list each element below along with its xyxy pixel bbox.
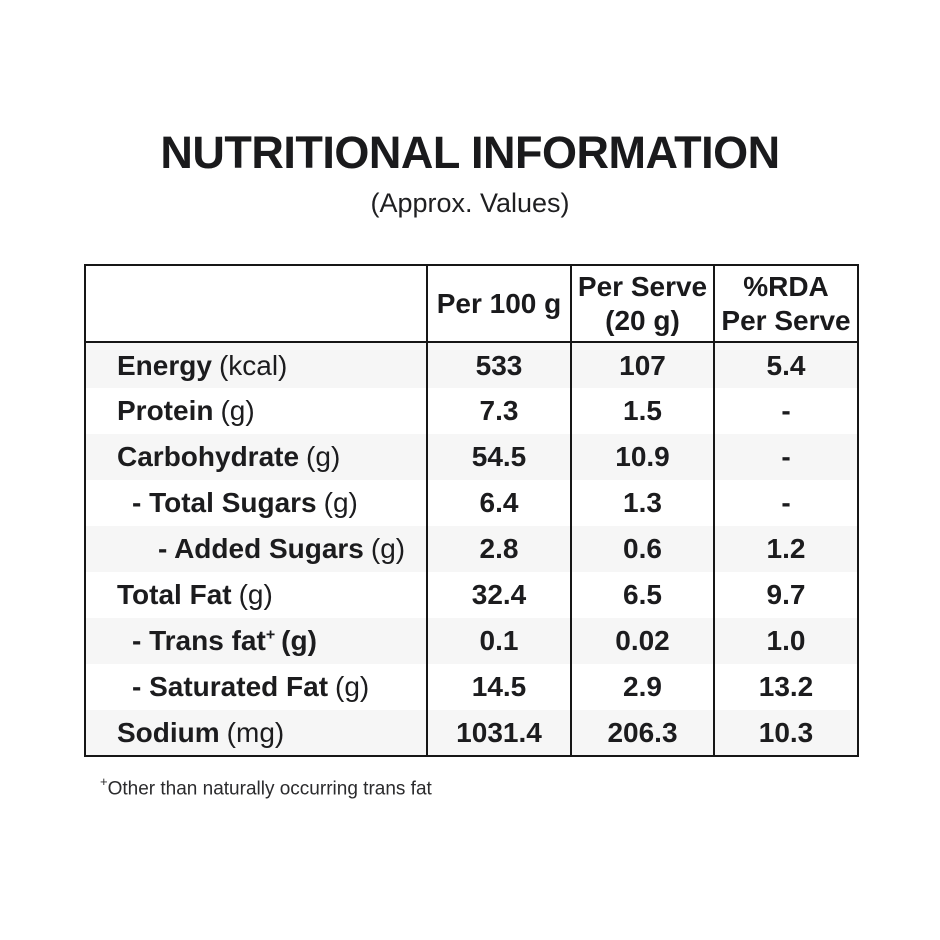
- value-per-100g: 54.5: [426, 434, 571, 481]
- header-per-serve-line2: (20 g): [605, 304, 680, 336]
- table-row: Carbohydrate (g) 54.5 10.9 -: [85, 434, 858, 481]
- nutrient-name: - Saturated Fat: [132, 671, 329, 703]
- header-per-100g: Per 100 g: [426, 265, 571, 344]
- value-rda: 13.2: [713, 664, 858, 711]
- value-rda: 5.4: [713, 342, 858, 389]
- page-title: NUTRITIONAL INFORMATION: [160, 127, 780, 178]
- table-row: Sodium (mg) 1031.4 206.3 10.3: [85, 710, 858, 757]
- value-per-100g: 1031.4: [426, 710, 571, 757]
- value-rda: -: [713, 388, 858, 435]
- row-label: Sodium (mg): [85, 710, 427, 756]
- footnote-text: Other than naturally occurring trans fat: [107, 778, 432, 800]
- value-per-serve: 2.9: [570, 664, 714, 711]
- row-label: - Total Sugars (g): [85, 480, 427, 526]
- table-body: Energy (kcal) 533 107 5.4 Protein (g) 7.3 …: [85, 342, 858, 757]
- value-per-100g: 533: [426, 342, 571, 389]
- value-per-serve: 1.3: [570, 480, 714, 527]
- row-label: - Added Sugars (g): [85, 526, 427, 572]
- value-rda: 10.3: [713, 710, 858, 757]
- value-rda: -: [713, 480, 858, 527]
- header-row: Per 100 g Per Serve (20 g) %RDA Per Serv…: [85, 265, 858, 344]
- nutrient-name: Sodium: [117, 716, 220, 748]
- header-rda-line1: %RDA: [743, 270, 829, 302]
- table-row: - Added Sugars (g) 2.8 0.6 1.2: [85, 526, 858, 573]
- nutrition-table: Per 100 g Per Serve (20 g) %RDA Per Serv…: [84, 264, 859, 758]
- header-per-serve: Per Serve (20 g): [570, 265, 714, 344]
- nutrient-name: Carbohydrate: [117, 441, 300, 473]
- nutrient-footnote-marker: +: [265, 626, 276, 644]
- header-per-100g-text: Per 100 g: [436, 287, 562, 319]
- nutrient-unit: (g): [370, 533, 406, 565]
- nutrient-name: - Total Sugars: [132, 487, 317, 519]
- row-label: Protein (g): [85, 388, 427, 434]
- footnote-marker: +: [100, 774, 108, 790]
- value-per-serve: 1.5: [570, 388, 714, 435]
- value-per-serve: 6.5: [570, 572, 714, 619]
- nutrient-unit: (g): [238, 579, 273, 611]
- value-rda: -: [713, 434, 858, 481]
- table-row: - Saturated Fat (g) 14.5 2.9 13.2: [85, 664, 858, 711]
- value-per-100g: 7.3: [426, 388, 571, 435]
- value-per-100g: 14.5: [426, 664, 571, 711]
- nutrient-unit: (g): [306, 441, 341, 473]
- value-per-serve: 107: [570, 342, 714, 389]
- nutrient-name: - Trans fat: [132, 625, 266, 657]
- value-rda: 9.7: [713, 572, 858, 619]
- value-per-serve: 10.9: [570, 434, 714, 481]
- row-label: Energy (kcal): [85, 342, 427, 388]
- value-per-serve: 206.3: [570, 710, 714, 757]
- nutrient-unit: (kcal): [218, 349, 288, 381]
- nutrient-unit: (mg): [226, 716, 285, 748]
- value-per-100g: 6.4: [426, 480, 571, 527]
- row-label: Total Fat (g): [85, 572, 427, 618]
- row-label: Carbohydrate (g): [85, 434, 427, 480]
- table-row: Energy (kcal) 533 107 5.4: [85, 342, 858, 389]
- table-row: - Trans fat+ (g) 0.1 0.02 1.0: [85, 618, 858, 665]
- page-subtitle: (Approx. Values): [370, 187, 570, 218]
- nutrient-unit: (g): [281, 625, 317, 657]
- header-rda: %RDA Per Serve: [713, 265, 858, 344]
- table-row: - Total Sugars (g) 6.4 1.3 -: [85, 480, 858, 527]
- nutrient-unit: (g): [323, 487, 358, 519]
- value-per-serve: 0.02: [570, 618, 714, 665]
- header-per-serve-line1: Per Serve: [577, 270, 708, 302]
- value-per-100g: 32.4: [426, 572, 571, 619]
- header-blank-cell: [85, 265, 427, 344]
- row-label: - Trans fat+ (g): [85, 618, 427, 664]
- value-rda: 1.2: [713, 526, 858, 573]
- footnote: +Other than naturally occurring trans fa…: [100, 774, 940, 802]
- nutrient-unit: (g): [220, 395, 255, 427]
- value-rda: 1.0: [713, 618, 858, 665]
- nutrient-name: Protein: [117, 395, 214, 427]
- header-rda-line2: Per Serve: [721, 304, 851, 336]
- nutrient-name: - Added Sugars: [158, 533, 364, 565]
- value-per-100g: 2.8: [426, 526, 571, 573]
- nutrient-name: Energy: [117, 349, 212, 381]
- row-label: - Saturated Fat (g): [85, 664, 427, 710]
- table-row: Total Fat (g) 32.4 6.5 9.7: [85, 572, 858, 619]
- value-per-100g: 0.1: [426, 618, 571, 665]
- table-row: Protein (g) 7.3 1.5 -: [85, 388, 858, 435]
- value-per-serve: 0.6: [570, 526, 714, 573]
- nutrient-unit: (g): [335, 671, 370, 703]
- nutrient-name: Total Fat: [117, 579, 232, 611]
